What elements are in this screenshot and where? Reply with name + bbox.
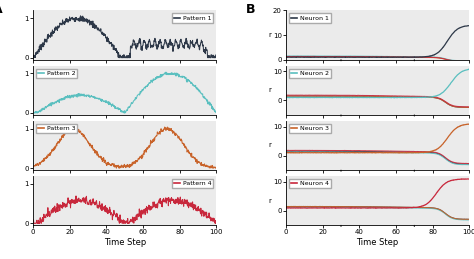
X-axis label: Time Step: Time Step: [104, 238, 146, 247]
Y-axis label: r: r: [269, 32, 272, 38]
Legend: Neuron 4: Neuron 4: [289, 179, 331, 188]
Text: B: B: [246, 3, 255, 16]
Legend: Pattern 1: Pattern 1: [172, 13, 213, 23]
Y-axis label: r: r: [269, 198, 272, 204]
Legend: Pattern 3: Pattern 3: [36, 124, 77, 133]
Y-axis label: r: r: [269, 87, 272, 93]
Legend: Neuron 2: Neuron 2: [289, 69, 331, 78]
Y-axis label: r: r: [269, 142, 272, 148]
Legend: Pattern 2: Pattern 2: [36, 69, 77, 78]
Text: A: A: [0, 3, 2, 16]
Legend: Pattern 4: Pattern 4: [172, 179, 213, 188]
Legend: Neuron 3: Neuron 3: [289, 124, 331, 133]
X-axis label: Time Step: Time Step: [356, 238, 399, 247]
Legend: Neuron 1: Neuron 1: [289, 13, 330, 23]
